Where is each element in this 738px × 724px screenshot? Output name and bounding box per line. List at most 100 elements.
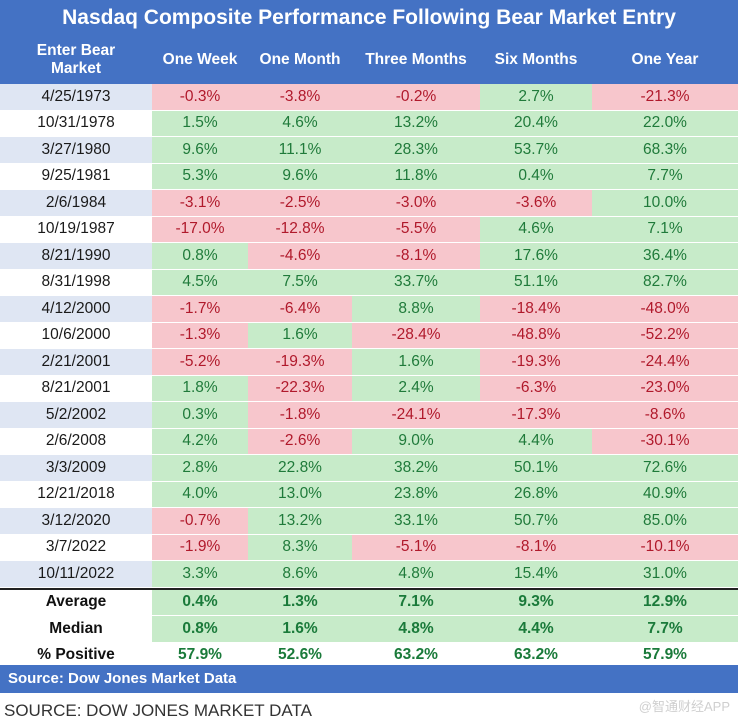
return-cell: 40.9% bbox=[592, 481, 738, 508]
return-cell: 10.0% bbox=[592, 190, 738, 217]
return-cell: -52.2% bbox=[592, 322, 738, 349]
return-cell: -12.8% bbox=[248, 216, 352, 243]
return-cell: 0.4% bbox=[480, 163, 592, 190]
return-cell: 38.2% bbox=[352, 455, 480, 482]
return-cell: 17.6% bbox=[480, 243, 592, 270]
return-cell: -8.1% bbox=[352, 243, 480, 270]
return-cell: 4.2% bbox=[152, 428, 248, 455]
return-cell: 7.1% bbox=[592, 216, 738, 243]
return-cell: 53.7% bbox=[480, 137, 592, 164]
row-date: 10/31/1978 bbox=[0, 110, 152, 137]
summary-value: 63.2% bbox=[480, 642, 592, 669]
return-cell: -17.3% bbox=[480, 402, 592, 429]
summary-value: 57.9% bbox=[592, 642, 738, 669]
return-cell: 4.8% bbox=[352, 561, 480, 588]
return-cell: -4.6% bbox=[248, 243, 352, 270]
return-cell: -30.1% bbox=[592, 428, 738, 455]
summary-value: 7.7% bbox=[592, 616, 738, 643]
return-cell: 33.7% bbox=[352, 269, 480, 296]
row-date: 3/12/2020 bbox=[0, 508, 152, 535]
return-cell: 26.8% bbox=[480, 481, 592, 508]
return-cell: -3.6% bbox=[480, 190, 592, 217]
return-cell: 33.1% bbox=[352, 508, 480, 535]
return-cell: -1.8% bbox=[248, 402, 352, 429]
return-cell: 11.8% bbox=[352, 163, 480, 190]
return-cell: 13.2% bbox=[248, 508, 352, 535]
source-caption: SOURCE: DOW JONES MARKET DATA bbox=[4, 701, 312, 720]
return-cell: -3.1% bbox=[152, 190, 248, 217]
row-date: 2/21/2001 bbox=[0, 349, 152, 376]
header-one-month: One Month bbox=[248, 36, 352, 84]
row-date: 10/19/1987 bbox=[0, 216, 152, 243]
summary-label: Average bbox=[0, 590, 152, 616]
summary-value: 63.2% bbox=[352, 642, 480, 669]
table-title: Nasdaq Composite Performance Following B… bbox=[0, 0, 738, 36]
header-enter-line1: Enter Bear bbox=[36, 42, 116, 59]
return-cell: -5.1% bbox=[352, 534, 480, 561]
summary-value: 4.8% bbox=[352, 616, 480, 643]
return-cell: 82.7% bbox=[592, 269, 738, 296]
row-date: 2/6/2008 bbox=[0, 428, 152, 455]
row-date: 8/31/1998 bbox=[0, 269, 152, 296]
summary-value: 12.9% bbox=[592, 589, 738, 616]
return-cell: -0.7% bbox=[152, 508, 248, 535]
row-date: 3/27/1980 bbox=[0, 137, 152, 164]
return-cell: -0.2% bbox=[352, 84, 480, 111]
summary-value: 0.4% bbox=[152, 589, 248, 616]
return-cell: 5.3% bbox=[152, 163, 248, 190]
return-cell: -48.8% bbox=[480, 322, 592, 349]
return-cell: -10.1% bbox=[592, 534, 738, 561]
return-cell: 36.4% bbox=[592, 243, 738, 270]
return-cell: 0.8% bbox=[152, 243, 248, 270]
return-cell: 23.8% bbox=[352, 481, 480, 508]
row-date: 9/25/1981 bbox=[0, 163, 152, 190]
return-cell: -21.3% bbox=[592, 84, 738, 111]
row-date: 8/21/1990 bbox=[0, 243, 152, 270]
return-cell: 4.4% bbox=[480, 428, 592, 455]
return-cell: 13.0% bbox=[248, 481, 352, 508]
return-cell: 50.7% bbox=[480, 508, 592, 535]
return-cell: -24.4% bbox=[592, 349, 738, 376]
header-one-year: One Year bbox=[592, 36, 738, 84]
return-cell: 1.6% bbox=[352, 349, 480, 376]
return-cell: -5.5% bbox=[352, 216, 480, 243]
return-cell: -2.5% bbox=[248, 190, 352, 217]
return-cell: -24.1% bbox=[352, 402, 480, 429]
summary-value: 52.6% bbox=[248, 642, 352, 669]
return-cell: -48.0% bbox=[592, 296, 738, 323]
return-cell: 4.0% bbox=[152, 481, 248, 508]
return-cell: 22.0% bbox=[592, 110, 738, 137]
return-cell: 11.1% bbox=[248, 137, 352, 164]
return-cell: 9.0% bbox=[352, 428, 480, 455]
row-date: 2/6/1984 bbox=[0, 190, 152, 217]
return-cell: 68.3% bbox=[592, 137, 738, 164]
return-cell: 4.6% bbox=[480, 216, 592, 243]
return-cell: -1.9% bbox=[152, 534, 248, 561]
return-cell: 8.6% bbox=[248, 561, 352, 588]
return-cell: 7.5% bbox=[248, 269, 352, 296]
return-cell: -0.3% bbox=[152, 84, 248, 111]
return-cell: 8.3% bbox=[248, 534, 352, 561]
return-cell: 8.8% bbox=[352, 296, 480, 323]
performance-table: Nasdaq Composite Performance Following B… bbox=[0, 0, 738, 693]
return-cell: 9.6% bbox=[152, 137, 248, 164]
return-cell: 50.1% bbox=[480, 455, 592, 482]
row-date: 3/3/2009 bbox=[0, 455, 152, 482]
return-cell: 2.8% bbox=[152, 455, 248, 482]
row-date: 4/12/2000 bbox=[0, 296, 152, 323]
source-bar: Source: Dow Jones Market Data bbox=[0, 665, 738, 693]
row-date: 10/6/2000 bbox=[0, 322, 152, 349]
return-cell: -1.7% bbox=[152, 296, 248, 323]
summary-value: 4.4% bbox=[480, 616, 592, 643]
header-six-months: Six Months bbox=[480, 36, 592, 84]
return-cell: -28.4% bbox=[352, 322, 480, 349]
return-cell: -23.0% bbox=[592, 375, 738, 402]
return-cell: -1.3% bbox=[152, 322, 248, 349]
summary-label: Median bbox=[0, 616, 152, 643]
return-cell: 2.7% bbox=[480, 84, 592, 111]
return-cell: -5.2% bbox=[152, 349, 248, 376]
return-cell: 9.6% bbox=[248, 163, 352, 190]
return-cell: 22.8% bbox=[248, 455, 352, 482]
return-cell: -17.0% bbox=[152, 216, 248, 243]
row-date: 10/11/2022 bbox=[0, 561, 152, 588]
